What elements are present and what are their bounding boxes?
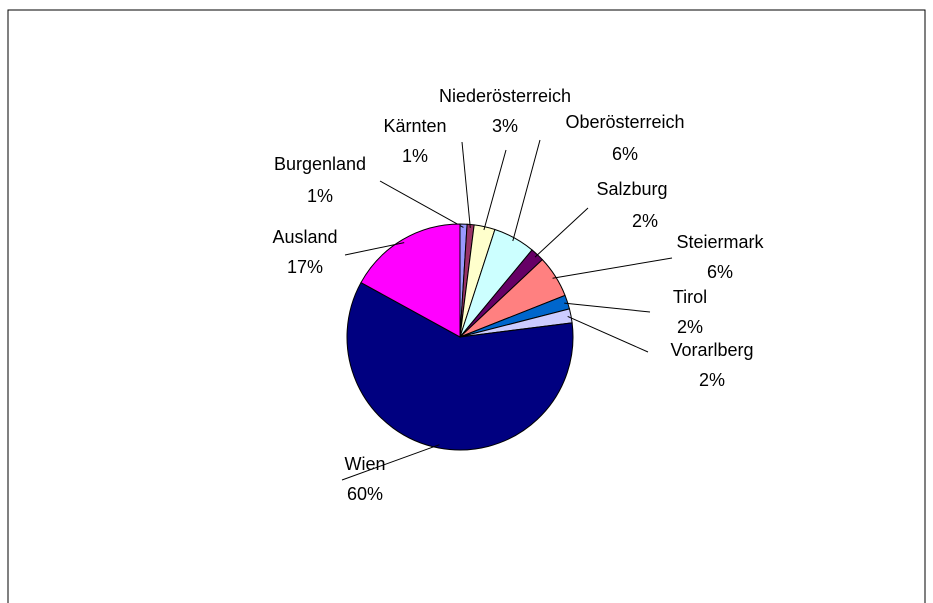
- slice-label: Vorarlberg: [670, 340, 753, 360]
- slice-value-label: 2%: [699, 370, 725, 390]
- leader-line: [461, 141, 471, 228]
- leader-line: [512, 139, 541, 242]
- pie-slice: [360, 223, 461, 338]
- chart-frame: [7, 9, 926, 603]
- slice-label: Niederösterreich: [439, 86, 571, 106]
- slice-label: Kärnten: [383, 116, 446, 136]
- slice-value-label: 6%: [707, 262, 733, 282]
- slice-label: Tirol: [673, 287, 707, 307]
- slice-value-label: 1%: [307, 186, 333, 206]
- slice-label: Steiermark: [676, 232, 764, 252]
- slice-value-label: 60%: [347, 484, 383, 504]
- slice-label: Wien: [344, 454, 385, 474]
- slice-value-label: 17%: [287, 257, 323, 277]
- leader-line: [567, 316, 649, 353]
- leader-line: [379, 180, 464, 228]
- leader-line: [564, 302, 651, 313]
- slice-value-label: 1%: [402, 146, 428, 166]
- leader-line: [344, 242, 405, 256]
- slice-label: Burgenland: [274, 154, 366, 174]
- pie-slice: [346, 281, 574, 451]
- slice-value-label: 2%: [632, 211, 658, 231]
- leader-line: [552, 257, 673, 279]
- leader-line: [534, 207, 589, 258]
- leader-line: [483, 149, 507, 231]
- leader-line: [341, 444, 440, 481]
- slice-value-label: 2%: [677, 317, 703, 337]
- slice-label: Salzburg: [596, 179, 667, 199]
- slice-value-label: 6%: [612, 144, 638, 164]
- slice-value-label: 3%: [492, 116, 518, 136]
- slice-label: Ausland: [272, 227, 337, 247]
- slice-label: Oberösterreich: [565, 112, 684, 132]
